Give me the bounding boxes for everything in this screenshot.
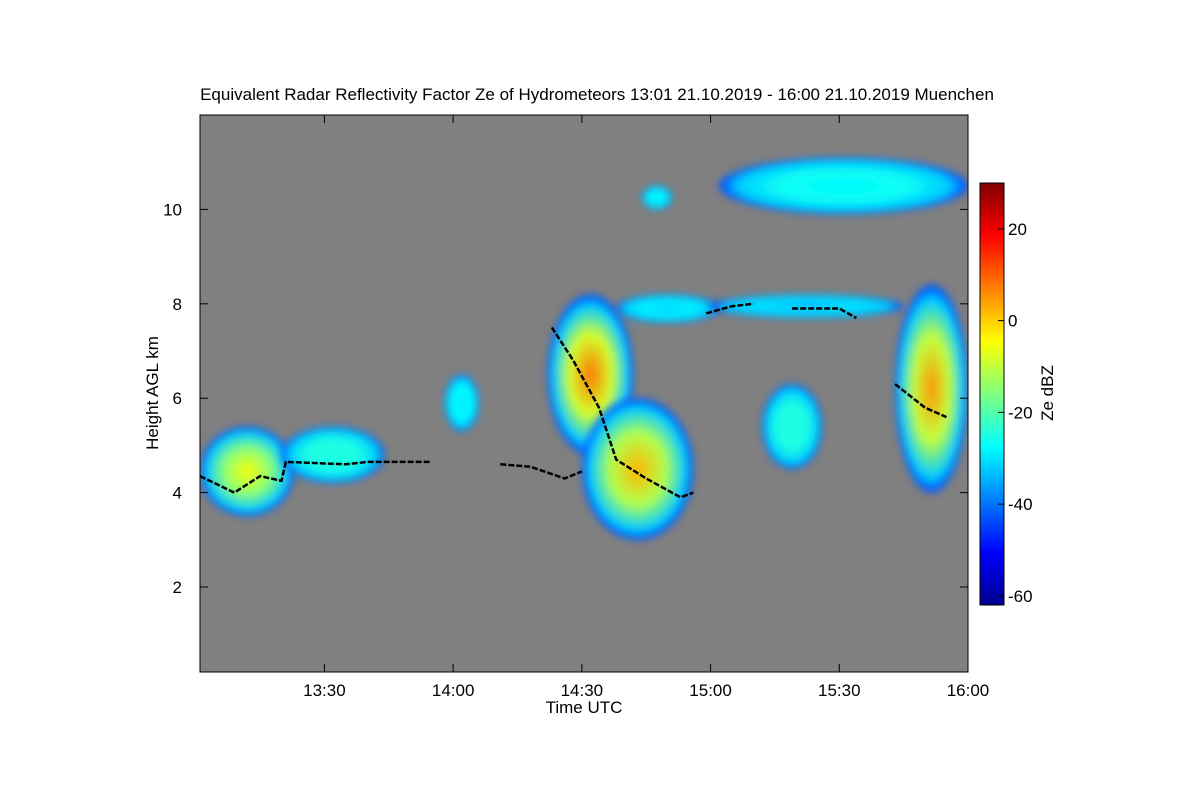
echo: [719, 157, 968, 215]
echo: [710, 294, 904, 318]
echo: [581, 398, 694, 540]
x-tick-label: 14:00: [432, 681, 475, 700]
colorbar: [979, 182, 1005, 606]
colorbar-tick-label: -60: [1008, 587, 1033, 606]
colorbar-label: Ze dBZ: [1038, 365, 1057, 421]
x-tick-label: 15:00: [689, 681, 732, 700]
echo: [895, 284, 968, 493]
bright-band-line: [200, 302, 948, 499]
y-axis-label: Height AGL km: [143, 336, 162, 450]
y-tick-label: 8: [173, 295, 182, 314]
colorbar-tick-label: 0: [1008, 312, 1017, 331]
colorbar-tick-label: 20: [1008, 220, 1027, 239]
x-axis-label: Time UTC: [546, 698, 623, 717]
y-tick-label: 2: [173, 578, 182, 597]
colorbar-tick-label: -40: [1008, 495, 1033, 514]
x-tick-label: 15:30: [818, 681, 861, 700]
x-tick-label: 13:30: [303, 681, 346, 700]
y-tick-label: 10: [163, 200, 182, 219]
echo: [762, 384, 823, 470]
x-tick-label: 16:00: [947, 681, 990, 700]
chart-title: Equivalent Radar Reflectivity Factor Ze …: [200, 85, 994, 104]
echo: [444, 374, 479, 432]
echo: [200, 426, 295, 517]
y-tick-label: 4: [173, 484, 182, 503]
colorbar-tick-label: -20: [1008, 403, 1033, 422]
y-tick-label: 6: [173, 389, 182, 408]
echo-layer: [200, 157, 968, 540]
echo: [641, 185, 672, 210]
plot-frame: [199, 114, 969, 673]
x-tick-label: 14:30: [561, 681, 604, 700]
echo: [281, 426, 385, 484]
echo: [616, 294, 720, 323]
